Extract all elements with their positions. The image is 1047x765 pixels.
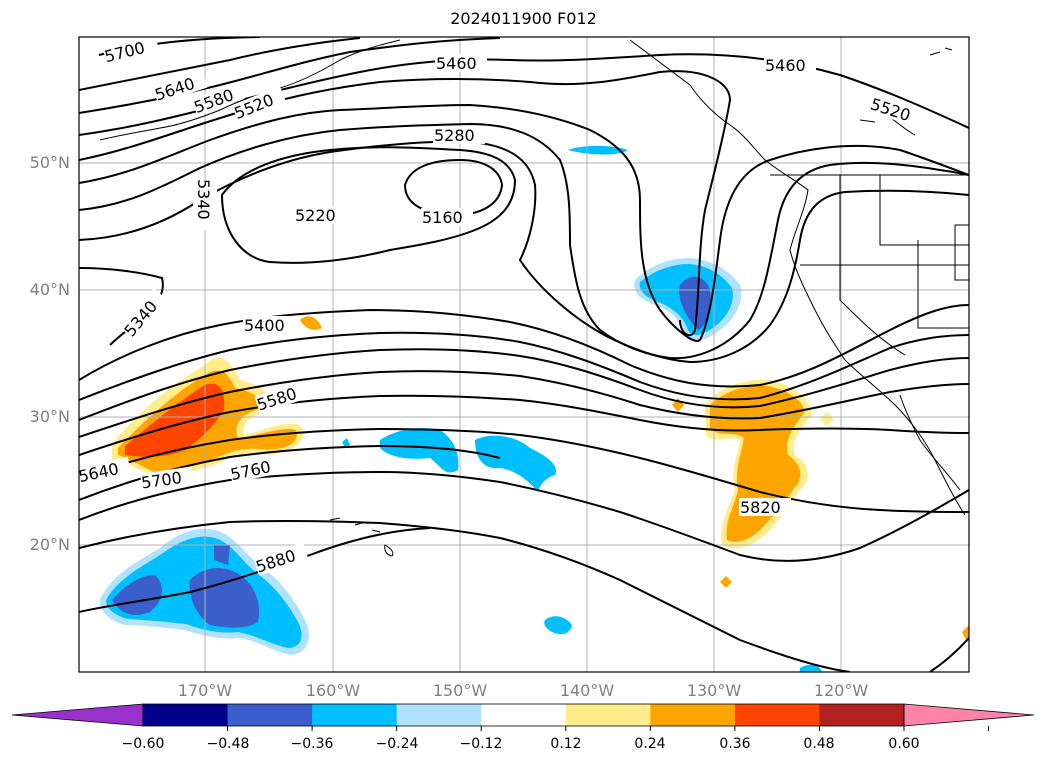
colorbar-tick-label: 0.60 bbox=[888, 736, 920, 752]
contour-label: 5220 bbox=[295, 206, 336, 225]
colorbar-tick-label: −0.60 bbox=[121, 736, 165, 752]
contour-label: 5640 bbox=[77, 459, 121, 486]
negative-anomaly-region bbox=[568, 145, 628, 155]
contour-label: 5520 bbox=[868, 94, 913, 125]
contour-label: 5280 bbox=[434, 126, 475, 145]
positive-anomaly-small bbox=[820, 412, 834, 426]
colorbar-tick-label: −0.48 bbox=[206, 736, 250, 752]
lat-label: 30°N bbox=[29, 407, 70, 426]
strong-negative-anomaly bbox=[214, 545, 230, 565]
strong-positive-anomaly bbox=[125, 383, 225, 457]
colorbar-tick-label: 0.24 bbox=[634, 736, 666, 752]
contour-label: 5460 bbox=[436, 54, 477, 73]
contour-label: 5460 bbox=[765, 56, 806, 75]
colorbar-cell bbox=[565, 704, 651, 726]
lon-label: 120°W bbox=[813, 681, 869, 700]
contour-label: 5400 bbox=[244, 316, 285, 335]
contour-label: 5760 bbox=[229, 457, 273, 484]
colorbar-cell bbox=[396, 704, 482, 726]
positive-anomaly-small bbox=[720, 576, 732, 588]
positive-anomaly-small bbox=[962, 626, 969, 640]
lat-label: 20°N bbox=[29, 535, 70, 554]
lon-label: 140°W bbox=[559, 681, 615, 700]
colorbar-cell bbox=[227, 704, 313, 726]
colorbar-cell bbox=[819, 704, 905, 726]
colorbar-tick-label: 0.48 bbox=[803, 736, 835, 752]
negative-anomaly-region bbox=[380, 428, 459, 473]
lat-label: 40°N bbox=[29, 280, 70, 299]
negative-anomaly-region bbox=[475, 435, 556, 492]
contour-label: 5640 bbox=[152, 74, 197, 105]
colorbar-cell bbox=[734, 704, 820, 726]
lat-label: 50°N bbox=[29, 153, 70, 172]
positive-anomaly-small bbox=[300, 316, 322, 330]
strong-negative-anomaly bbox=[189, 568, 260, 628]
colorbar-cell bbox=[312, 704, 398, 726]
plot-frame bbox=[78, 36, 970, 673]
colorbar-cell bbox=[650, 704, 736, 726]
colorbar-tick-label: 0.36 bbox=[719, 736, 751, 752]
colorbar-tick-label: −0.12 bbox=[459, 736, 503, 752]
strong-negative-anomaly bbox=[112, 575, 162, 615]
colorbar-frame bbox=[142, 703, 905, 727]
lon-label: 130°W bbox=[686, 681, 742, 700]
lon-label: 150°W bbox=[432, 681, 488, 700]
height-contours bbox=[79, 37, 969, 672]
colorbar-cell bbox=[481, 704, 567, 726]
contour-label: 5700 bbox=[103, 38, 147, 66]
colorbar-max-extend bbox=[903, 703, 1035, 727]
lon-label: 160°W bbox=[305, 681, 361, 700]
colorbar-tick-label: 0.12 bbox=[550, 736, 582, 752]
contour-label: 5880 bbox=[253, 546, 298, 577]
contour-label: 5820 bbox=[740, 498, 781, 517]
contour-label: 5340 bbox=[194, 179, 213, 220]
colorbar-tick-label: −0.36 bbox=[290, 736, 334, 752]
colorbar bbox=[11, 703, 1035, 731]
colorbar-min-extend bbox=[11, 703, 144, 727]
colorbar-cell bbox=[143, 704, 229, 726]
negative-anomaly-small bbox=[342, 438, 350, 448]
contour-label: 5160 bbox=[422, 208, 463, 227]
colorbar-tick-label: −0.24 bbox=[375, 736, 419, 752]
lon-label: 170°W bbox=[177, 681, 233, 700]
map-title: 2024011900 F012 bbox=[450, 9, 597, 28]
negative-anomaly-region bbox=[800, 664, 822, 672]
negative-anomaly-region bbox=[544, 616, 572, 635]
contour-label: 5580 bbox=[254, 384, 299, 415]
